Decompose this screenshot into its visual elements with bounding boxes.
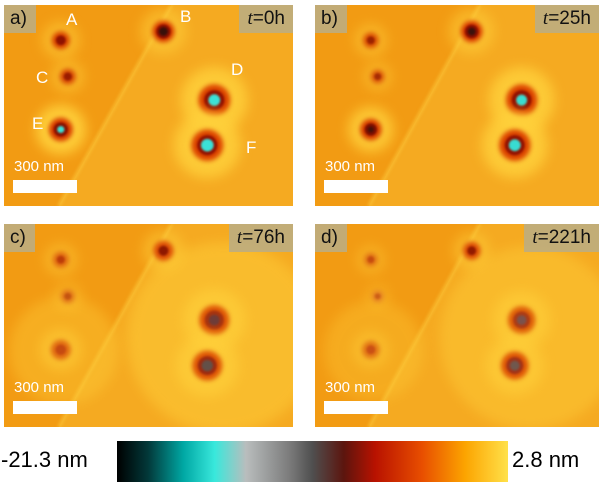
afm-image-b [315,5,599,206]
afm-panel-d: d) t=221h 300 nm [315,224,599,427]
panel-letter: a) [4,5,36,33]
defect-spots [9,229,293,427]
time-label: t=25h [534,5,599,33]
scale-bar-label: 300 nm [14,379,65,396]
afm-panel-c: c) t=76h 300 nm [4,224,293,427]
time-symbol: t [247,8,253,29]
scale-bar-label: 300 nm [325,379,376,396]
time-symbol: t [542,8,549,29]
afm-image-c [4,224,293,427]
defect-spots [324,232,599,427]
scale-bar [324,180,388,193]
afm-image-d [315,224,599,427]
scale-bar-label: 300 nm [325,158,376,175]
time-value: =221h [537,227,591,248]
afm-image-a [4,5,293,206]
colorbar-min-label: -21.3 nm [1,447,88,472]
scale-bar [324,401,388,414]
defect-spots [35,8,248,179]
colorbar-gradient [117,441,508,482]
defect-spots [348,8,555,179]
panel-letter: d) [315,224,347,252]
panel-letter: b) [315,5,347,33]
time-label: t=221h [524,224,599,252]
scale-bar [13,180,77,193]
scale-bar [13,401,77,414]
time-label: t=76h [228,224,293,252]
step-edge [367,224,481,427]
step-edge [57,224,173,427]
time-symbol: t [532,227,538,248]
time-value: =25h [548,8,591,29]
afm-panel-b: b) t=25h 300 nm [315,5,599,206]
colorbar: -21.3 nm 2.8 nm [0,438,603,485]
panel-letter: c) [4,224,35,252]
time-value: =0h [252,8,285,29]
time-label: t=0h [239,5,293,33]
colorbar-max-label: 2.8 nm [512,447,580,472]
scale-bar-label: 300 nm [14,158,65,175]
time-symbol: t [236,227,243,248]
time-value: =76h [242,227,285,248]
